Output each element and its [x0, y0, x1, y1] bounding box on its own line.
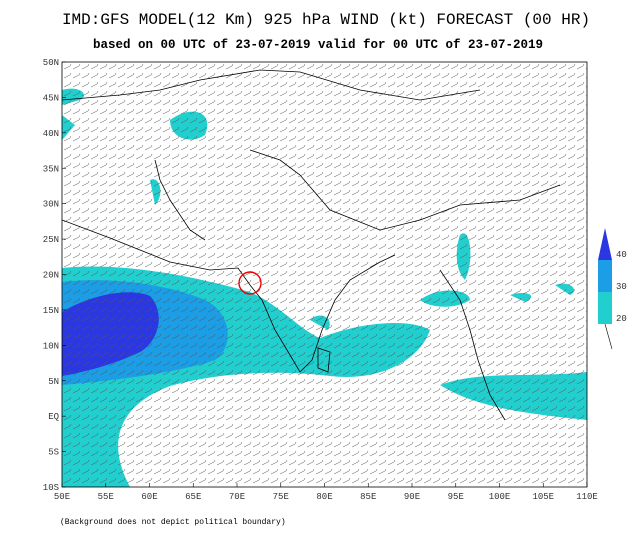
lon-label: 110E	[576, 492, 598, 502]
legend-swatch	[598, 292, 612, 324]
lat-label: 15N	[43, 306, 59, 316]
lon-label: 105E	[532, 492, 554, 502]
title: IMD:GFS MODEL(12 Km) 925 hPa WIND (kt) F…	[62, 11, 590, 29]
lon-label: 50E	[54, 492, 70, 502]
lon-label: 80E	[316, 492, 332, 502]
lat-label: 25N	[43, 235, 59, 245]
lon-label: 70E	[229, 492, 245, 502]
lon-label: 95E	[448, 492, 464, 502]
lat-label: 20N	[43, 271, 59, 281]
legend-swatch	[598, 228, 612, 260]
lat-label: 5N	[48, 377, 59, 387]
lon-label: 55E	[98, 492, 114, 502]
footnote: (Background does not depict political bo…	[60, 518, 286, 527]
lat-label: 10S	[43, 483, 59, 493]
lat-label: 45N	[43, 93, 59, 103]
lat-label: 40N	[43, 129, 59, 139]
map-area	[62, 62, 587, 487]
wind-barbs	[62, 62, 587, 487]
subtitle: based on 00 UTC of 23-07-2019 valid for …	[93, 38, 543, 52]
lat-label: EQ	[48, 412, 59, 422]
lon-label: 90E	[404, 492, 420, 502]
lon-label: 100E	[489, 492, 511, 502]
lat-label: 30N	[43, 200, 59, 210]
legend-label: 20	[616, 314, 627, 324]
lat-label: 35N	[43, 164, 59, 174]
lat-label: 50N	[43, 58, 59, 68]
legend-label: 40	[616, 250, 627, 260]
location-marker	[238, 271, 262, 295]
lon-label: 60E	[141, 492, 157, 502]
legend-label: 30	[616, 282, 627, 292]
lon-label: 75E	[273, 492, 289, 502]
lon-label: 65E	[185, 492, 201, 502]
lon-label: 85E	[360, 492, 376, 502]
legend-tail	[604, 323, 613, 350]
lat-label: 5S	[48, 448, 59, 458]
lat-label: 10N	[43, 341, 59, 351]
coastline	[62, 69, 561, 421]
legend-swatch	[598, 260, 612, 292]
